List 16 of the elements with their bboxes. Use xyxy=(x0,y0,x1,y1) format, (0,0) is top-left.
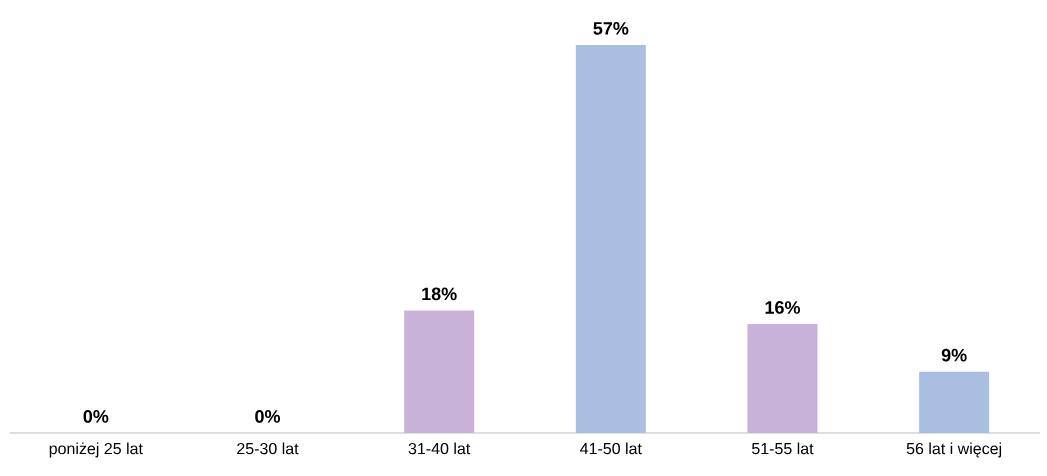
bar xyxy=(919,371,990,433)
x-tick-label: 31-40 lat xyxy=(408,442,471,455)
data-label: 0% xyxy=(255,410,281,423)
data-label: 18% xyxy=(422,287,457,301)
data-label: 0% xyxy=(83,410,109,423)
x-tick-label: 56 lat i więcej xyxy=(906,442,1002,458)
data-label: 16% xyxy=(765,301,801,314)
x-tick-label: poniżej 25 lat xyxy=(49,442,143,458)
bar xyxy=(404,310,475,433)
x-tick-label: 25-30 lat xyxy=(237,442,299,455)
x-tick-label: 51-55 lat xyxy=(751,442,814,455)
x-tick-label: 41-50 lat xyxy=(580,442,642,455)
data-label: 9% xyxy=(941,348,967,362)
bar xyxy=(747,324,818,433)
bar xyxy=(575,44,646,433)
data-label: 57% xyxy=(593,22,629,35)
